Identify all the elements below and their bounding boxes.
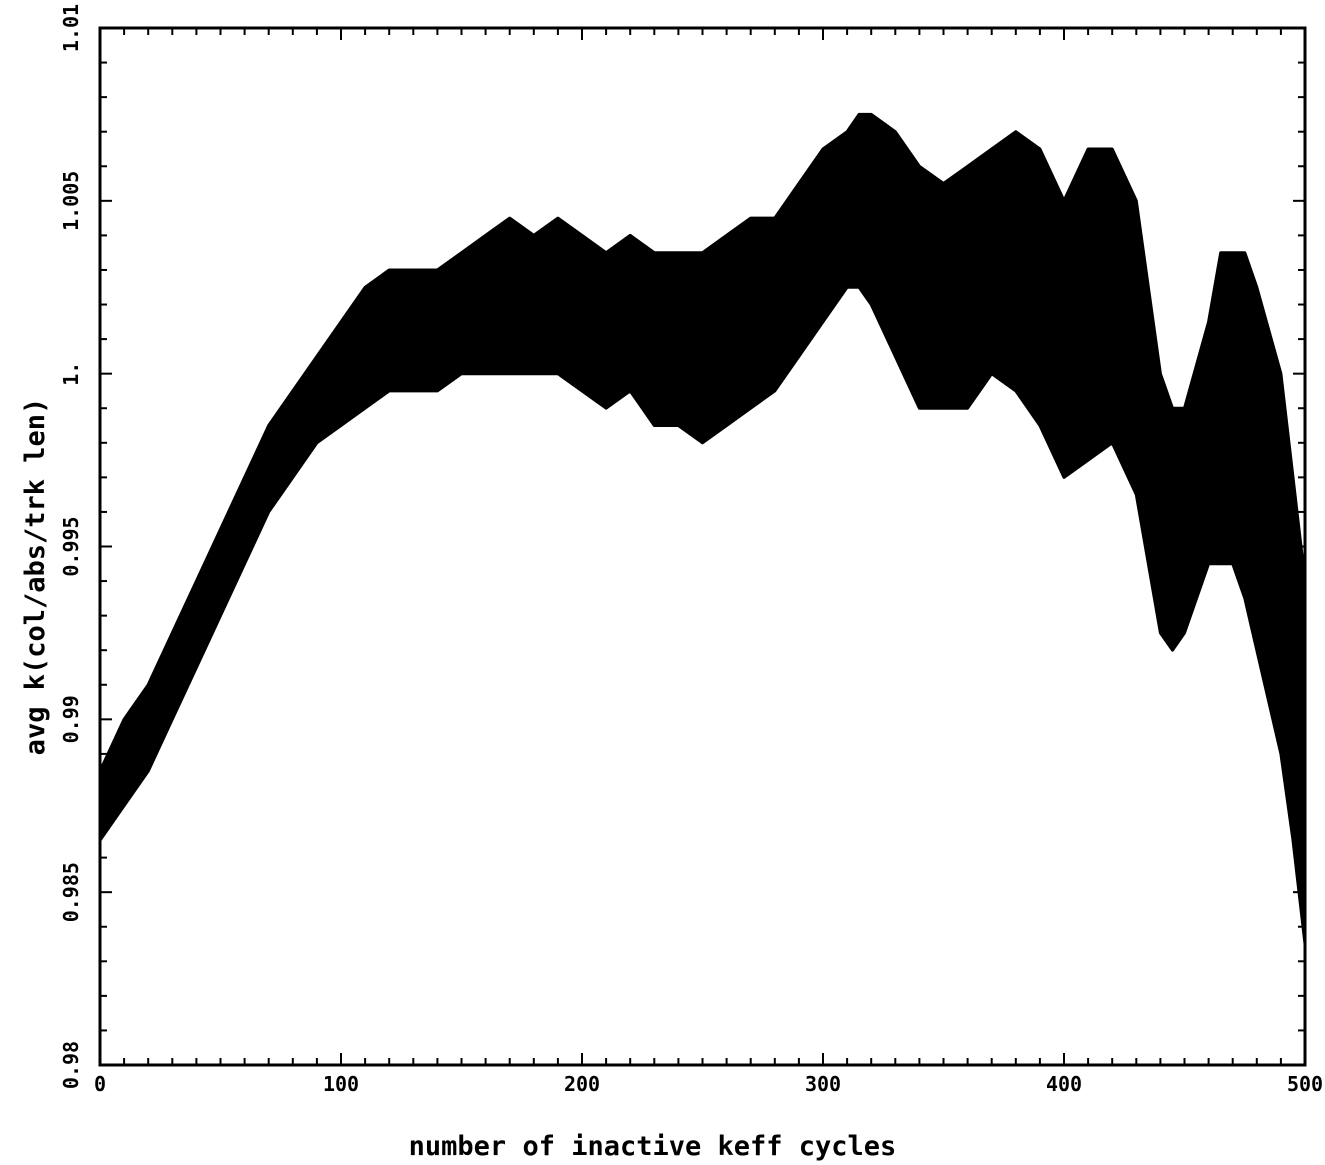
data-layer xyxy=(98,112,1307,946)
x-tick-label: 300 xyxy=(805,1072,841,1096)
y-tick-label: 0.99 xyxy=(59,695,83,743)
y-tick-label: 1. xyxy=(59,362,83,386)
y-tick-label: 0.985 xyxy=(59,862,83,922)
tick-labels: 0 100 200 300 400 500 0.98 0.985 0.99 0.995 1. 1.00… xyxy=(59,4,1323,1096)
y-tick-label: 1.01 xyxy=(59,4,83,52)
x-tick-label: 500 xyxy=(1287,1072,1323,1096)
x-tick-label: 200 xyxy=(564,1072,600,1096)
y-tick-label: 0.995 xyxy=(59,516,83,576)
y-tick-label: 0.98 xyxy=(59,1041,83,1089)
x-tick-label: 400 xyxy=(1046,1072,1082,1096)
x-tick-label: 100 xyxy=(323,1072,359,1096)
y-axis-title: avg k(col/abs/trk len) xyxy=(20,398,51,756)
x-axis-title: number of inactive keff cycles xyxy=(409,1131,897,1162)
y-tick-label: 1.005 xyxy=(59,171,83,231)
axis-ticks xyxy=(99,27,1306,1066)
x-tick-label: 0 xyxy=(94,1072,106,1096)
data-band-0 xyxy=(98,112,1307,946)
